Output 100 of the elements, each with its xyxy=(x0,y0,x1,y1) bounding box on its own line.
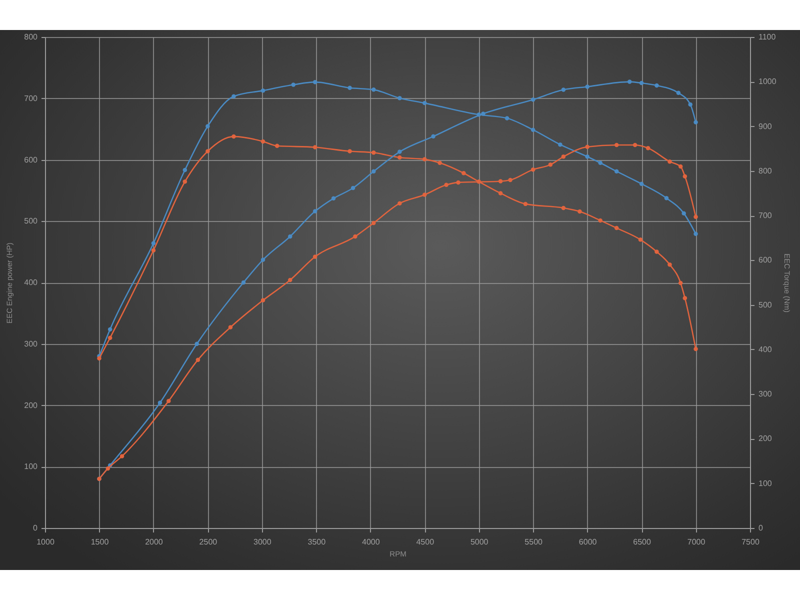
point xyxy=(444,182,448,188)
point xyxy=(694,120,698,124)
point xyxy=(530,97,536,102)
point xyxy=(398,201,402,206)
x-tick-label: 7000 xyxy=(687,538,706,546)
point xyxy=(260,139,266,144)
point xyxy=(312,209,318,214)
point xyxy=(585,154,590,159)
point xyxy=(182,180,188,184)
point xyxy=(372,88,376,92)
point xyxy=(646,146,650,150)
point xyxy=(206,149,210,154)
point xyxy=(456,180,460,185)
point xyxy=(206,124,210,128)
point xyxy=(431,134,436,139)
y-tick-label: 300 xyxy=(24,339,38,348)
point xyxy=(350,186,356,190)
point xyxy=(312,145,318,150)
point xyxy=(598,160,602,165)
point xyxy=(585,144,590,149)
x-tick-label: 3500 xyxy=(308,538,326,546)
point xyxy=(232,94,236,98)
point xyxy=(639,182,644,186)
point xyxy=(694,346,698,352)
point xyxy=(348,149,352,154)
point xyxy=(498,179,503,184)
point xyxy=(627,80,632,84)
point xyxy=(678,280,683,286)
point xyxy=(632,142,638,148)
y-tick-label: 200 xyxy=(24,400,38,410)
point xyxy=(654,83,659,88)
point xyxy=(682,211,686,216)
point xyxy=(654,250,659,254)
y2-tick-label: 200 xyxy=(758,434,772,444)
point xyxy=(682,296,688,300)
point xyxy=(196,358,200,362)
point xyxy=(274,144,280,148)
point xyxy=(585,84,590,89)
point xyxy=(182,168,188,172)
y-tick-label: 800 xyxy=(24,32,38,42)
point xyxy=(398,96,402,100)
point xyxy=(676,90,681,95)
point xyxy=(638,238,643,242)
point xyxy=(682,174,688,178)
y2-tick-label: 0 xyxy=(758,524,764,532)
point xyxy=(561,88,566,92)
y2-tick-label: 400 xyxy=(758,344,772,354)
point xyxy=(312,80,318,84)
point xyxy=(422,192,427,197)
point xyxy=(422,157,427,162)
point xyxy=(106,466,110,471)
y-tick-label: 700 xyxy=(24,94,38,103)
point xyxy=(151,248,156,252)
x-tick-label: 5000 xyxy=(470,538,489,546)
y-tick-label: 0 xyxy=(33,524,38,532)
x-tick-label: 5500 xyxy=(524,538,544,546)
y2-tick-label: 600 xyxy=(758,256,772,265)
x-tick-label: 1000 xyxy=(36,538,55,546)
y-tick-label: 500 xyxy=(24,216,38,226)
point xyxy=(438,160,442,165)
point xyxy=(312,254,318,259)
point xyxy=(614,226,619,230)
x-tick-label: 6000 xyxy=(578,538,598,546)
point xyxy=(288,234,292,239)
y-tick-label: 400 xyxy=(24,278,38,287)
point xyxy=(348,86,352,90)
point xyxy=(120,454,124,458)
point xyxy=(108,336,112,340)
y2-tick-label: 500 xyxy=(758,300,772,310)
point xyxy=(688,102,692,107)
point xyxy=(508,178,512,182)
point xyxy=(504,116,510,120)
point xyxy=(166,398,171,404)
point xyxy=(561,206,566,210)
point xyxy=(228,325,233,330)
point xyxy=(530,167,536,172)
point xyxy=(398,150,402,154)
x-tick-label: 2000 xyxy=(145,538,164,546)
point xyxy=(158,400,162,405)
point xyxy=(668,159,672,164)
x-tick-label: 3000 xyxy=(254,538,272,546)
point xyxy=(530,128,536,132)
point xyxy=(108,327,112,332)
point xyxy=(331,196,336,201)
x-tick-label: 7500 xyxy=(742,538,760,546)
y2-tick-label: 100 xyxy=(758,478,772,488)
point xyxy=(558,142,562,147)
x-tick-label: 6500 xyxy=(633,538,652,546)
point xyxy=(260,258,266,262)
point xyxy=(372,150,376,155)
point xyxy=(523,202,528,206)
x-tick-label: 4500 xyxy=(416,538,435,546)
point xyxy=(639,80,644,86)
x-tick-label: 2500 xyxy=(199,538,218,546)
point xyxy=(614,169,619,174)
point xyxy=(498,191,503,196)
point xyxy=(288,278,292,282)
y-tick-label: 600 xyxy=(24,155,38,164)
point xyxy=(372,220,376,226)
point xyxy=(372,169,376,174)
